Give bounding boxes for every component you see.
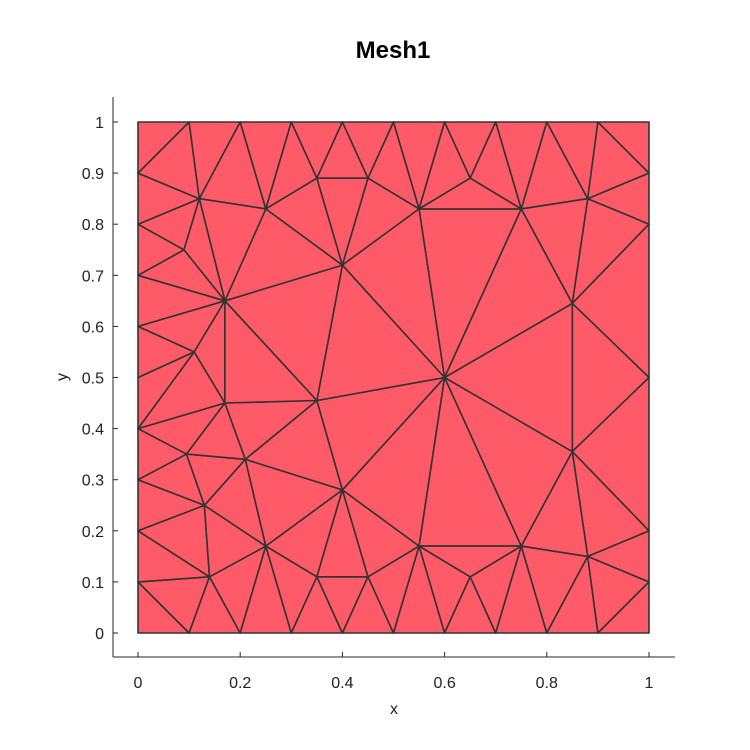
x-tick-label: 0 [134, 675, 143, 692]
y-ticks: 0 0.1 0.2 0.3 0.4 0.5 0.6 0.7 0.8 0.9 1 [82, 115, 118, 643]
mesh-element-83 [183, 197, 226, 302]
y-tick-label: 1 [95, 115, 104, 132]
mesh-element-73 [520, 450, 589, 558]
x-tick-label: 0.8 [536, 675, 558, 692]
y-tick-label: 0.1 [82, 575, 104, 592]
mesh-element-89 [418, 177, 523, 210]
y-tick-label: 0.4 [82, 422, 104, 439]
y-tick-label: 0 [95, 626, 104, 643]
mesh-layer [137, 121, 650, 634]
y-tick-label: 0.5 [82, 371, 104, 388]
y-axis-label: y [54, 373, 71, 381]
y-tick-label: 0.6 [82, 319, 104, 336]
mesh-element-71 [418, 545, 523, 578]
x-tick-label: 1 [645, 675, 654, 692]
y-tick-label: 0.3 [82, 473, 104, 490]
y-tick-label: 0.9 [82, 166, 104, 183]
mesh-element-18 [597, 581, 650, 634]
chart-title: Mesh1 [356, 37, 431, 64]
mesh-element-37 [137, 121, 190, 174]
y-tick-label: 0.8 [82, 217, 104, 234]
x-tick-label: 0.6 [433, 675, 455, 692]
x-tick-label: 0.4 [331, 675, 353, 692]
x-axis-label: x [390, 701, 398, 718]
y-tick-label: 0.2 [82, 524, 104, 541]
x-tick-label: 0.2 [229, 675, 251, 692]
mesh-element-54 [597, 121, 650, 174]
x-ticks: 0 0.2 0.4 0.6 0.8 1 [134, 652, 654, 692]
mesh-element-91 [520, 197, 589, 305]
y-tick-label: 0.7 [82, 268, 104, 285]
